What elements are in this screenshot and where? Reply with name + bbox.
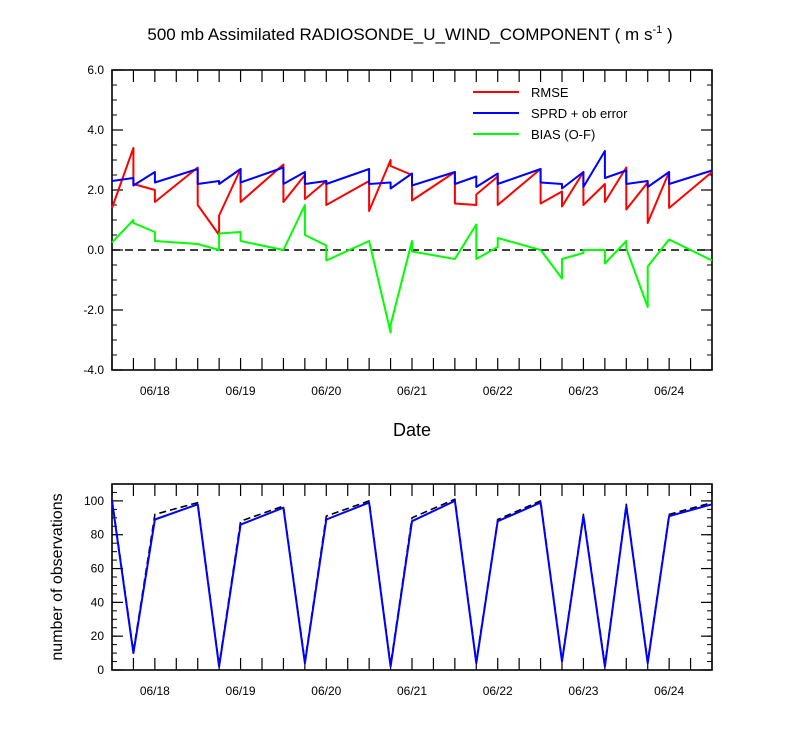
- x-tick-label: 06/20: [311, 384, 341, 398]
- y-tick-label: 100: [84, 494, 104, 508]
- legend-label: BIAS (O-F): [531, 127, 595, 142]
- x-tick-label: 06/18: [140, 384, 170, 398]
- y-tick-label: 0: [97, 663, 104, 677]
- series-line-sprd-ob-error: [111, 150, 713, 190]
- legend-label: SPRD + ob error: [531, 106, 628, 121]
- y-tick-label: -2.0: [83, 303, 104, 317]
- series-line-assimilated-observations: [111, 499, 713, 668]
- y-tick-label: 6.0: [87, 63, 104, 77]
- plot-frame: [111, 483, 713, 671]
- x-tick-label: 06/22: [483, 684, 513, 698]
- y-axis-label: number of observations: [49, 493, 66, 660]
- title-end: ): [662, 25, 672, 44]
- x-tick-label: 06/18: [140, 684, 170, 698]
- x-tick-label: 06/19: [226, 684, 256, 698]
- y-tick-label: 20: [91, 629, 105, 643]
- chart-title: 500 mb Assimilated RADIOSONDE_U_WIND_COM…: [147, 24, 672, 44]
- x-tick-label: 06/21: [397, 384, 427, 398]
- y-tick-label: 0.0: [87, 243, 104, 257]
- legend-label: RMSE: [531, 85, 569, 100]
- x-tick-label: 06/23: [568, 684, 598, 698]
- y-tick-label: 40: [91, 595, 105, 609]
- y-tick-label: -4.0: [83, 363, 104, 377]
- x-tick-label: 06/21: [397, 684, 427, 698]
- bottom-chart: 100 80 60 40 20 0 06/18 06/19 06/20 06/21 06/22 06/…: [49, 483, 713, 698]
- x-tick-label: 06/19: [226, 384, 256, 398]
- x-tick-label: 06/23: [568, 384, 598, 398]
- x-tick-label: 06/20: [311, 684, 341, 698]
- y-tick-label: 4.0: [87, 123, 104, 137]
- title-superscript: -1: [652, 24, 662, 36]
- y-tick-label: 60: [91, 562, 105, 576]
- series-line-rmse: [111, 147, 713, 236]
- x-tick-label: 06/22: [483, 384, 513, 398]
- x-axis-label: Date: [393, 420, 431, 440]
- series-line-bias-o-f: [111, 204, 713, 334]
- x-tick-label: 06/24: [654, 384, 684, 398]
- title-main: 500 mb Assimilated RADIOSONDE_U_WIND_COM…: [147, 25, 652, 44]
- y-tick-label: 80: [91, 528, 105, 542]
- x-tick-label: 06/24: [654, 684, 684, 698]
- top-chart: 6.0 4.0 2.0 0.0 -2.0 -4.0 06/18 06/19 06/20 06/21…: [83, 63, 713, 440]
- y-tick-label: 2.0: [87, 183, 104, 197]
